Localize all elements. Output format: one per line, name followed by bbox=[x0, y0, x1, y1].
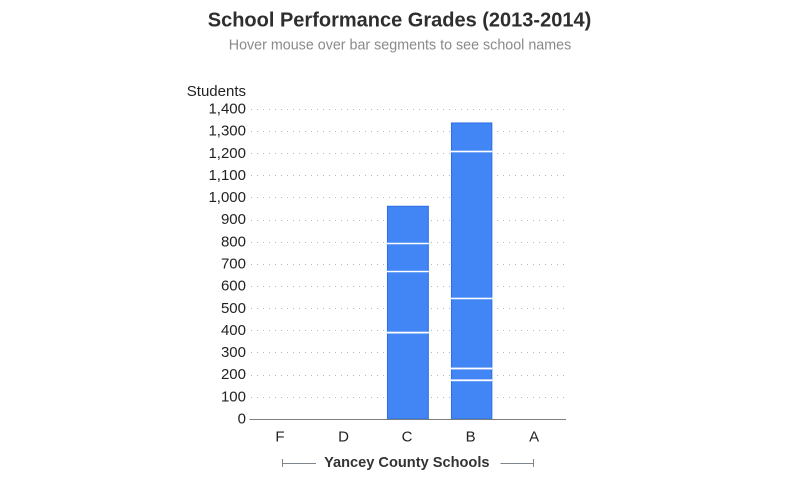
svg-text:C: C bbox=[402, 429, 413, 446]
svg-text:400: 400 bbox=[221, 322, 246, 339]
svg-text:200: 200 bbox=[221, 366, 246, 383]
svg-text:300: 300 bbox=[221, 344, 246, 361]
svg-text:Students: Students bbox=[187, 83, 246, 100]
svg-text:D: D bbox=[338, 429, 349, 446]
svg-text:1,400: 1,400 bbox=[208, 101, 246, 118]
svg-text:B: B bbox=[466, 429, 476, 446]
svg-text:700: 700 bbox=[221, 256, 246, 273]
svg-text:School Performance Grades (201: School Performance Grades (2013-2014) bbox=[208, 10, 592, 32]
svg-text:500: 500 bbox=[221, 300, 246, 317]
svg-text:A: A bbox=[529, 429, 539, 446]
svg-text:900: 900 bbox=[221, 211, 246, 228]
svg-text:1,000: 1,000 bbox=[208, 189, 246, 206]
svg-text:800: 800 bbox=[221, 233, 246, 250]
svg-text:1,300: 1,300 bbox=[208, 123, 246, 140]
svg-text:0: 0 bbox=[238, 411, 246, 428]
svg-text:1,100: 1,100 bbox=[208, 167, 246, 184]
svg-text:F: F bbox=[275, 429, 284, 446]
svg-text:100: 100 bbox=[221, 388, 246, 405]
svg-text:1,200: 1,200 bbox=[208, 145, 246, 162]
svg-text:Yancey County Schools: Yancey County Schools bbox=[324, 455, 489, 471]
svg-text:Hover mouse over bar segments: Hover mouse over bar segments to see sch… bbox=[229, 38, 572, 54]
svg-text:600: 600 bbox=[221, 278, 246, 295]
